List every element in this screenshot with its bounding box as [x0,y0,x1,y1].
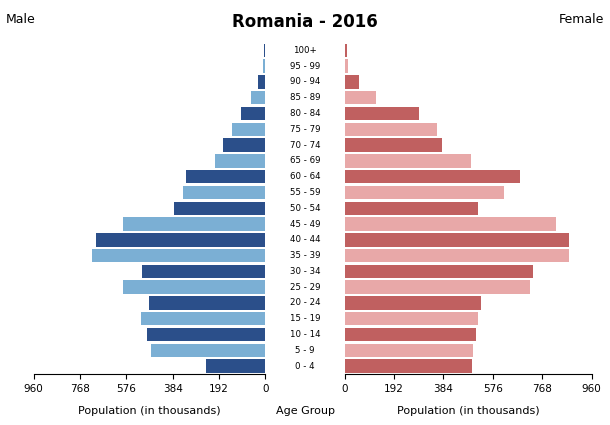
Text: Female: Female [559,13,604,26]
Text: 80 - 84: 80 - 84 [290,109,320,118]
Bar [345,312,478,326]
Bar [345,201,478,215]
Text: 35 - 39: 35 - 39 [290,251,320,260]
Bar [232,123,265,136]
Bar [123,217,265,231]
Bar [206,360,265,373]
Text: Population (in thousands): Population (in thousands) [397,406,539,416]
Text: 50 - 54: 50 - 54 [290,204,320,213]
Text: 60 - 64: 60 - 64 [290,172,320,181]
Text: 20 - 24: 20 - 24 [290,298,320,307]
Bar [264,44,265,57]
Bar [123,280,265,294]
Text: Age Group: Age Group [276,406,334,416]
Bar [251,91,265,105]
Bar [345,233,569,246]
Text: 15 - 19: 15 - 19 [290,314,320,323]
Bar [185,170,265,184]
Bar [183,186,265,199]
Text: 45 - 49: 45 - 49 [290,220,320,229]
Bar [345,280,530,294]
Bar [345,217,556,231]
Text: 30 - 34: 30 - 34 [290,267,320,276]
Bar [345,91,376,105]
Text: 100+: 100+ [293,46,317,55]
Bar [345,107,419,120]
Text: 85 - 89: 85 - 89 [290,93,320,102]
Bar [215,154,265,167]
Bar [345,186,504,199]
Bar [151,343,265,357]
Bar [263,60,265,73]
Bar [345,265,533,278]
Bar [345,249,569,262]
Bar [96,233,265,246]
Text: Male: Male [6,13,36,26]
Bar [174,201,265,215]
Bar [345,154,471,167]
Bar [345,44,346,57]
Text: 10 - 14: 10 - 14 [290,330,320,339]
Bar [241,107,265,120]
Text: Romania - 2016: Romania - 2016 [232,13,378,31]
Bar [345,123,437,136]
Bar [149,296,265,310]
Text: 90 - 94: 90 - 94 [290,77,320,86]
Text: 25 - 29: 25 - 29 [290,283,320,292]
Bar [345,170,520,184]
Text: 55 - 59: 55 - 59 [290,188,320,197]
Bar [345,139,442,152]
Bar [223,139,265,152]
Text: Population (in thousands): Population (in thousands) [78,406,221,416]
Text: 70 - 74: 70 - 74 [290,141,320,150]
Bar [345,328,476,341]
Text: 40 - 44: 40 - 44 [290,235,320,244]
Bar [345,296,481,310]
Text: 95 - 99: 95 - 99 [290,62,320,71]
Bar [147,328,265,341]
Bar [141,312,265,326]
Bar [258,75,265,89]
Text: 5 - 9: 5 - 9 [295,346,315,355]
Bar [142,265,265,278]
Bar [345,60,348,73]
Bar [345,360,472,373]
Bar [92,249,265,262]
Text: 0 - 4: 0 - 4 [295,362,315,371]
Text: 65 - 69: 65 - 69 [290,156,320,165]
Bar [345,343,473,357]
Text: 75 - 79: 75 - 79 [290,125,320,134]
Bar [345,75,359,89]
